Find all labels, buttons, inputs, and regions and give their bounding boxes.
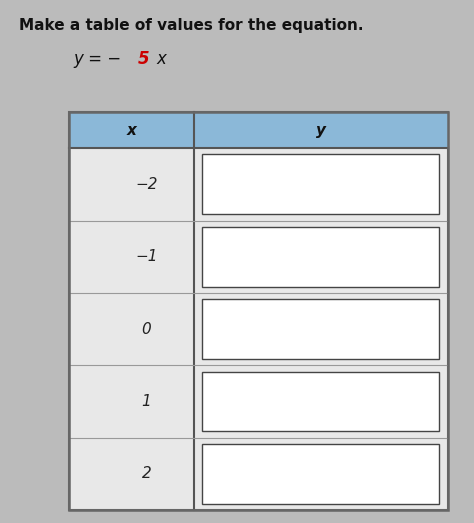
Text: 1: 1 [141, 394, 151, 409]
Text: Make a table of values for the equation.: Make a table of values for the equation. [19, 18, 364, 33]
Text: y = −: y = − [73, 50, 122, 67]
Text: 2: 2 [141, 466, 151, 481]
Bar [202, 371, 439, 431]
Bar [202, 227, 439, 287]
Bar [69, 112, 448, 148]
Text: −1: −1 [135, 249, 157, 264]
Text: −2: −2 [135, 177, 157, 192]
Bar [69, 112, 448, 510]
Text: y: y [316, 123, 326, 138]
Text: 5: 5 [137, 50, 149, 67]
Bar [69, 112, 448, 510]
Bar [202, 444, 439, 504]
Text: x: x [127, 123, 136, 138]
Bar [202, 299, 439, 359]
Bar [202, 154, 439, 214]
Text: x: x [156, 50, 166, 67]
Text: 0: 0 [141, 322, 151, 337]
